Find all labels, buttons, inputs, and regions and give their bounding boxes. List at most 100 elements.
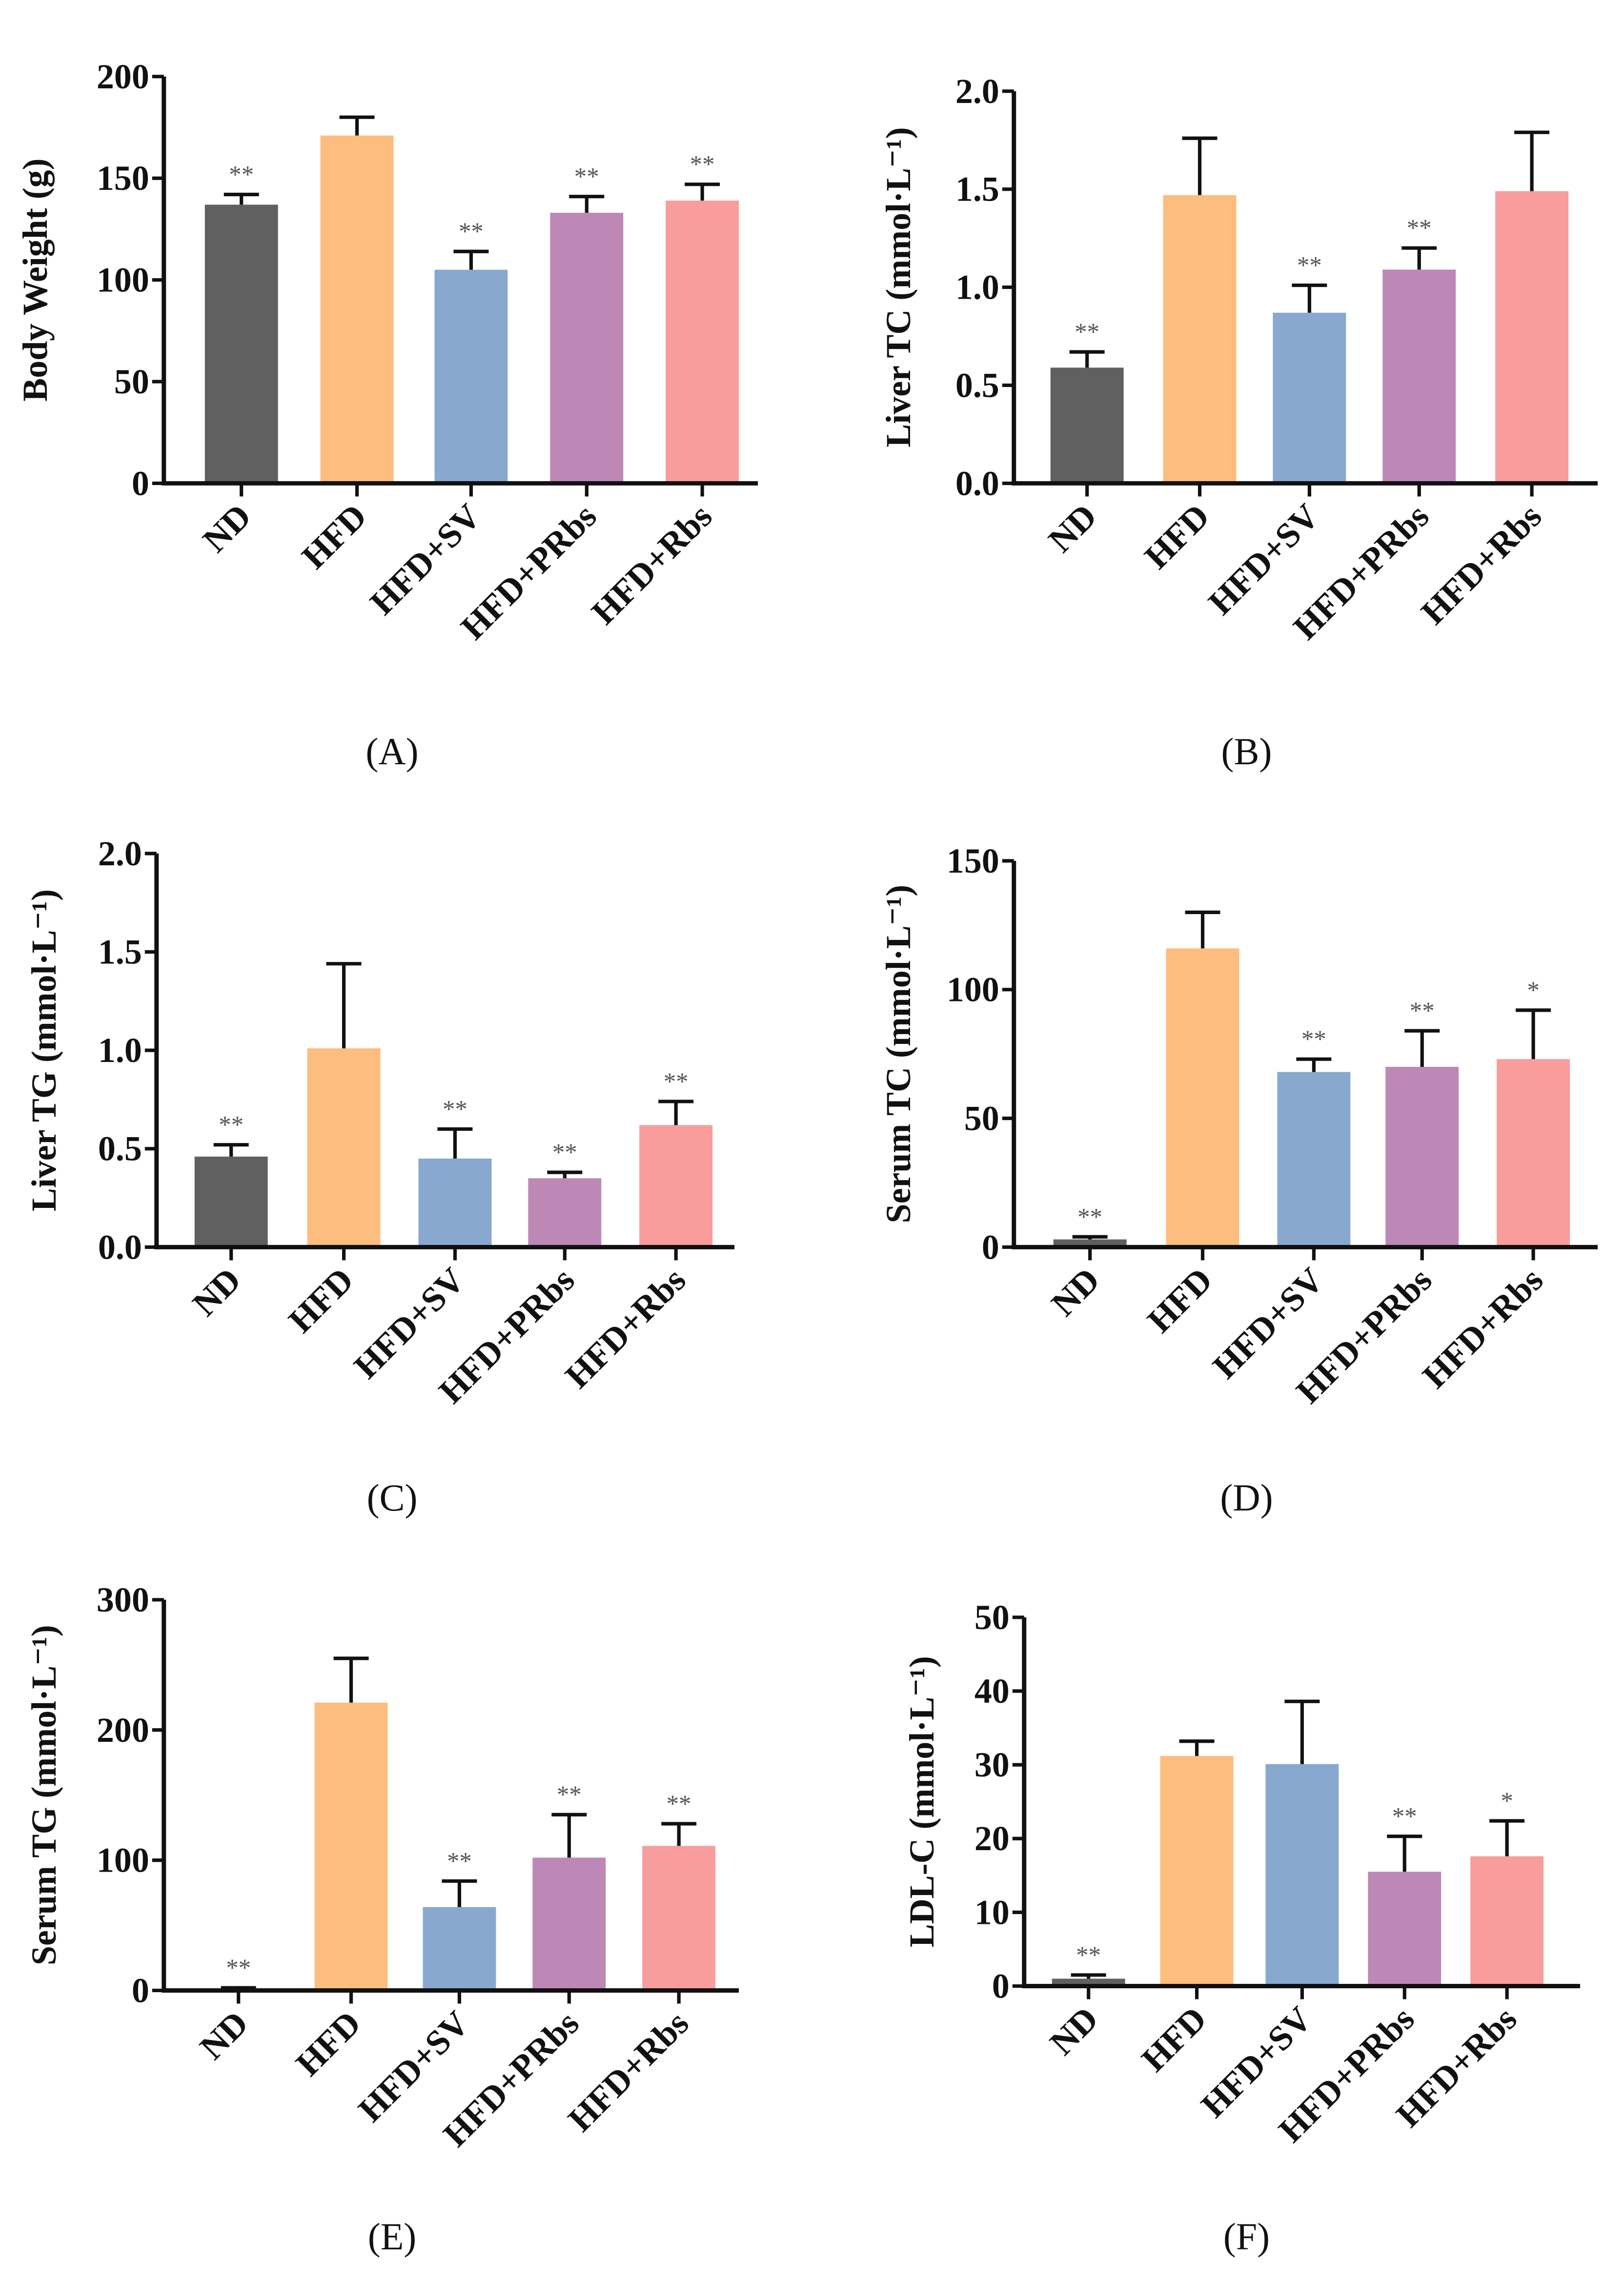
- significance-mark: **: [690, 151, 715, 179]
- bar-hfd-rbs: [666, 201, 739, 484]
- x-tick-label: HFD+Rbs: [584, 496, 720, 632]
- y-tick-label: 0.5: [955, 366, 999, 405]
- x-tick-label: HFD: [288, 2003, 368, 2083]
- y-axis-label: Serum TC (mmol·L⁻¹): [879, 885, 918, 1224]
- y-tick-label: 1.0: [98, 1031, 142, 1070]
- bar-hfd-rbs: [642, 1846, 716, 1991]
- bar-hfd-sv: [423, 1907, 496, 1991]
- significance-mark: **: [574, 163, 599, 191]
- significance-mark: **: [1075, 319, 1099, 346]
- panel-label: (F): [1223, 2216, 1270, 2258]
- bar-hfd-prbs: [1368, 1872, 1441, 1986]
- significance-mark: **: [443, 1096, 467, 1123]
- x-tick-label: HFD+Rbs: [561, 2003, 696, 2139]
- bar-hfd-prbs: [550, 213, 624, 484]
- y-tick-label: 0: [992, 1966, 1010, 2005]
- y-tick-label: 2.0: [955, 72, 999, 111]
- panel-label: (A): [365, 731, 418, 773]
- x-tick-label: HFD: [281, 1260, 361, 1340]
- panel-label: (D): [1220, 1477, 1273, 1519]
- y-tick-label: 50: [974, 1598, 1010, 1637]
- y-tick-label: 100: [947, 970, 999, 1009]
- bar-hfd-rbs: [1495, 191, 1569, 484]
- significance-mark: **: [667, 1791, 691, 1818]
- bar-hfd-sv: [1273, 312, 1346, 484]
- y-tick-label: 0: [132, 1971, 149, 2010]
- y-tick-label: 100: [97, 261, 149, 300]
- y-axis-label: Serum TG (mmol·L⁻¹): [24, 1625, 63, 1965]
- x-tick-label: ND: [195, 496, 259, 560]
- significance-mark: **: [664, 1068, 689, 1096]
- bar-hfd: [1163, 195, 1237, 484]
- x-tick-label: HFD: [1134, 1999, 1214, 2079]
- bar-hfd-sv: [1265, 1764, 1339, 1986]
- significance-mark: **: [447, 1848, 472, 1875]
- y-tick-label: 20: [974, 1819, 1010, 1858]
- x-tick-label: ND: [1044, 1260, 1107, 1324]
- bar-hfd: [314, 1702, 388, 1991]
- y-tick-label: 30: [974, 1745, 1010, 1784]
- significance-mark: **: [1076, 1942, 1101, 1969]
- panel-label: (B): [1221, 731, 1272, 773]
- y-tick-label: 200: [97, 1711, 149, 1750]
- bar-hfd-sv: [418, 1158, 492, 1247]
- x-tick-label: ND: [1041, 496, 1104, 560]
- y-tick-label: 0: [132, 464, 149, 503]
- chart-panel-a: **ND HFD**HFD+SV**HFD+PRbs**HFD+Rbs050100…: [16, 57, 758, 773]
- x-tick-label: HFD+Rbs: [1414, 496, 1549, 632]
- bar-hfd: [1160, 1756, 1234, 1986]
- significance-mark: **: [557, 1781, 582, 1809]
- chart-panel-d: **ND HFD**HFD+SV**HFD+PRbs*HFD+Rbs0501001…: [879, 841, 1598, 1519]
- bar-hfd-prbs: [532, 1857, 606, 1991]
- y-tick-label: 0.5: [98, 1129, 142, 1168]
- y-tick-label: 100: [97, 1841, 149, 1880]
- significance-mark: **: [1077, 1204, 1102, 1231]
- significance-mark: *: [1501, 1788, 1513, 1815]
- bar-nd: [1050, 367, 1124, 484]
- y-tick-label: 1.0: [955, 268, 999, 307]
- y-tick-label: 300: [97, 1580, 149, 1619]
- bar-hfd-rbs: [639, 1125, 713, 1247]
- x-tick-label: ND: [185, 1260, 248, 1324]
- bar-nd: [204, 204, 278, 484]
- panel-label: (C): [367, 1477, 418, 1519]
- x-tick-label: HFD: [1137, 496, 1217, 576]
- chart-panel-c: **ND HFD**HFD+SV**HFD+PRbs**HFD+Rbs0.00.5…: [24, 834, 735, 1519]
- bar-hfd-sv: [1277, 1072, 1351, 1247]
- y-tick-label: 1.5: [98, 932, 142, 971]
- bar-hfd: [307, 1048, 381, 1247]
- y-tick-label: 150: [97, 159, 149, 198]
- bar-nd: [194, 1156, 268, 1247]
- bar-hfd-prbs: [528, 1178, 602, 1247]
- x-tick-label: HFD+Rbs: [1415, 1260, 1551, 1396]
- y-tick-label: 10: [974, 1893, 1010, 1932]
- bar-hfd-sv: [434, 269, 508, 484]
- x-tick-label: HFD: [1140, 1260, 1220, 1340]
- significance-mark: **: [1301, 1026, 1326, 1053]
- y-tick-label: 1.5: [955, 170, 999, 209]
- y-tick-label: 50: [964, 1099, 999, 1138]
- significance-mark: **: [1410, 998, 1435, 1025]
- significance-mark: **: [229, 162, 254, 189]
- y-tick-label: 50: [114, 362, 149, 401]
- chart-panel-b: **ND HFD**HFD+SV**HFD+PRbsHFD+Rbs0.00.51.…: [879, 72, 1598, 773]
- significance-mark: **: [219, 1112, 244, 1139]
- chart-panel-e: **ND HFD**HFD+SV**HFD+PRbs**HFD+Rbs010020…: [24, 1580, 739, 2258]
- bar-hfd-rbs: [1470, 1856, 1544, 1986]
- y-tick-label: 0: [982, 1227, 999, 1266]
- y-axis-label: Liver TC (mmol·L⁻¹): [879, 127, 918, 447]
- chart-panel-f: **ND HFDHFD+SV**HFD+PRbs*HFD+Rbs010203040…: [902, 1598, 1581, 2258]
- x-tick-label: HFD: [294, 496, 374, 576]
- bar-hfd: [1166, 948, 1239, 1247]
- bar-hfd-prbs: [1382, 269, 1456, 484]
- y-tick-label: 200: [97, 57, 149, 96]
- significance-mark: **: [1297, 252, 1322, 280]
- y-axis-label: LDL-C (mmol·L⁻¹): [902, 1656, 941, 1947]
- bar-hfd-rbs: [1497, 1059, 1570, 1247]
- y-tick-label: 0.0: [955, 464, 999, 503]
- y-axis-label: Liver TG (mmol·L⁻¹): [24, 889, 63, 1211]
- x-tick-label: HFD+Rbs: [558, 1260, 693, 1396]
- x-tick-label: ND: [192, 2003, 256, 2067]
- significance-mark: *: [1527, 977, 1539, 1004]
